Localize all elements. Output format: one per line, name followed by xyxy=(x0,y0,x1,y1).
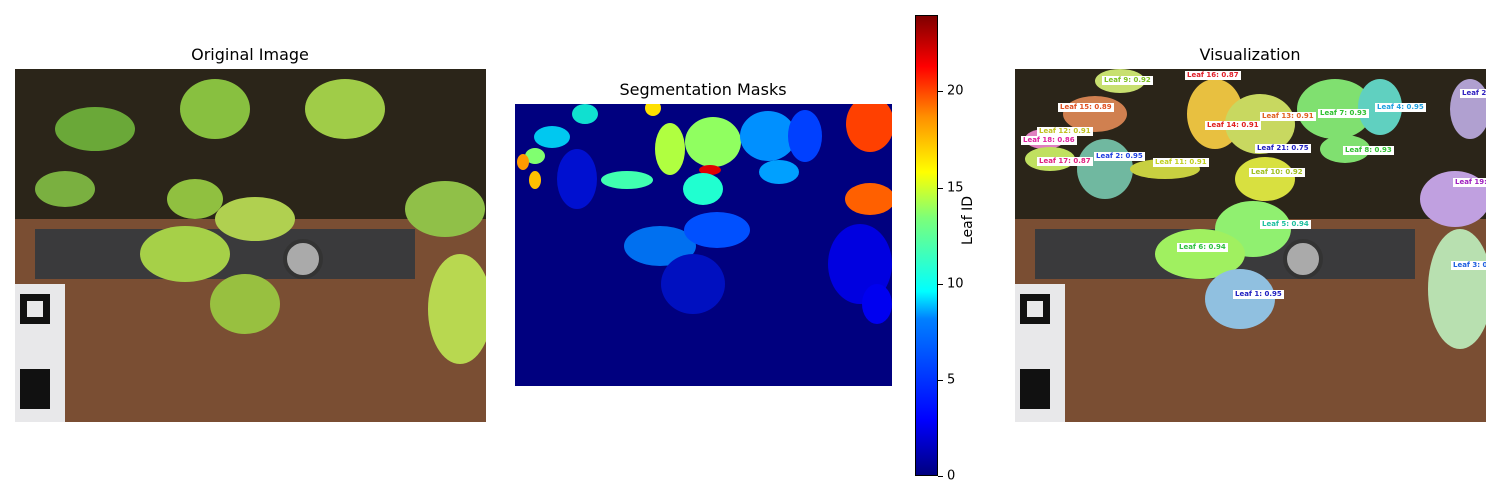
leaf-label: Leaf 21: 0.75 xyxy=(1255,144,1311,153)
colorbar-tick-label: 10 xyxy=(947,276,964,292)
segmentation-masks-image xyxy=(515,104,892,386)
visualization-title: Visualization xyxy=(1199,45,1301,64)
segmentation-masks-title: Segmentation Masks xyxy=(619,80,787,99)
leaf-label: Leaf 13: 0.91 xyxy=(1260,112,1316,121)
leaf-label: Leaf 12: 0.91 xyxy=(1037,127,1093,136)
leaf-label: Leaf 18: 0.86 xyxy=(1021,136,1077,145)
colorbar-tick-label: 15 xyxy=(947,180,964,196)
leaf-label: Leaf 2 xyxy=(1460,89,1486,98)
colorbar-tick xyxy=(938,91,943,92)
original-image xyxy=(15,69,486,422)
leaf-label: Leaf 3: 0 xyxy=(1451,261,1486,270)
leaf-label: Leaf 8: 0.93 xyxy=(1343,146,1394,155)
colorbar-label: Leaf ID xyxy=(960,195,976,245)
leaf-label: Leaf 1: 0.95 xyxy=(1233,290,1284,299)
leaf-label: Leaf 2: 0.95 xyxy=(1094,152,1145,161)
original-image-title: Original Image xyxy=(191,45,309,64)
colorbar-tick-label: 5 xyxy=(947,372,956,388)
leaf-label: Leaf 14: 0.91 xyxy=(1205,121,1261,130)
colorbar-tick xyxy=(938,284,943,285)
leaf-label: Leaf 17: 0.87 xyxy=(1037,157,1093,166)
colorbar-tick xyxy=(938,188,943,189)
colorbar-tick-label: 20 xyxy=(947,83,964,99)
leaf-label: Leaf 9: 0.92 xyxy=(1102,76,1153,85)
leaf-label: Leaf 16: 0.87 xyxy=(1185,71,1241,80)
colorbar-tick xyxy=(938,380,943,381)
leaf-label: Leaf 5: 0.94 xyxy=(1260,220,1311,229)
leaf-label: Leaf 4: 0.95 xyxy=(1375,103,1426,112)
leaf-label: Leaf 7: 0.93 xyxy=(1318,109,1369,118)
colorbar-tick-label: 0 xyxy=(947,468,956,484)
leaf-label: Leaf 10: 0.92 xyxy=(1249,168,1305,177)
leaf-label: Leaf 11: 0.91 xyxy=(1153,158,1209,167)
visualization-image: Leaf 16: 0.87 Leaf 9: 0.92 Leaf 15: 0.89… xyxy=(1015,69,1486,422)
colorbar-tick xyxy=(938,476,943,477)
leaf-label: Leaf 15: 0.89 xyxy=(1058,103,1114,112)
leaf-label: Leaf 6: 0.94 xyxy=(1177,243,1228,252)
colorbar xyxy=(915,15,938,476)
leaf-label: Leaf 19: xyxy=(1453,178,1486,187)
